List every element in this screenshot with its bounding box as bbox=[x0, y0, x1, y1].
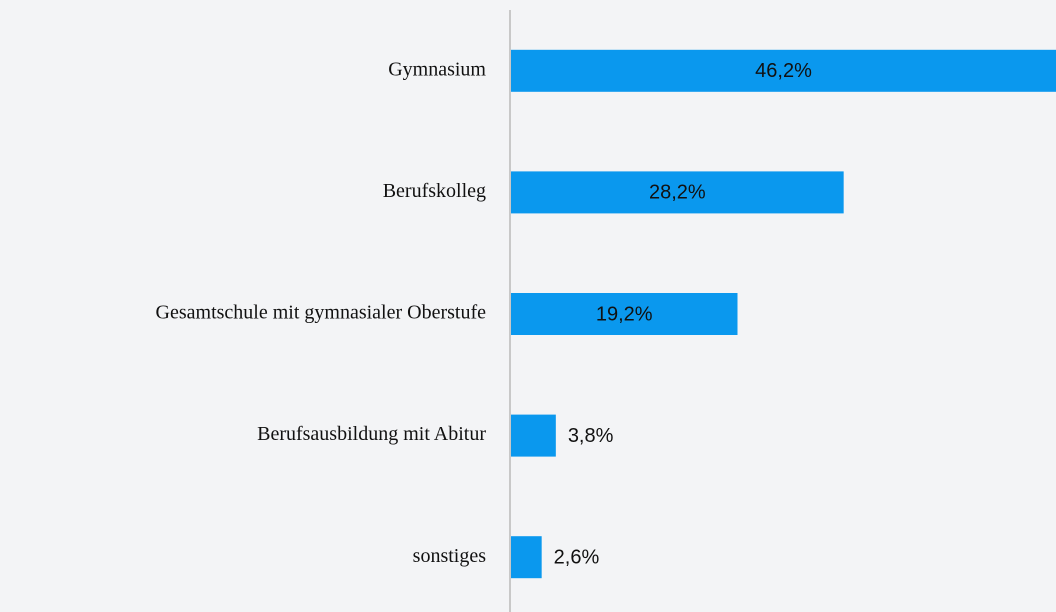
bar bbox=[511, 293, 738, 335]
bar bbox=[511, 414, 556, 457]
category-label: Gymnasium bbox=[388, 58, 486, 80]
category-label: sonstiges bbox=[413, 545, 487, 567]
bar bbox=[511, 171, 844, 214]
value-label: 2,6% bbox=[554, 546, 600, 568]
value-label: 28,2% bbox=[649, 182, 706, 204]
category-label: Berufsausbildung mit Abitur bbox=[257, 423, 486, 445]
bar bbox=[511, 49, 1056, 92]
category-label: Gesamtschule mit gymnasialer Oberstufe bbox=[156, 302, 487, 324]
value-label: 3,8% bbox=[568, 425, 614, 447]
value-label: 19,2% bbox=[596, 303, 653, 325]
bar bbox=[511, 536, 542, 579]
value-label: 46,2% bbox=[755, 60, 812, 82]
category-label: Berufskolleg bbox=[383, 180, 486, 202]
